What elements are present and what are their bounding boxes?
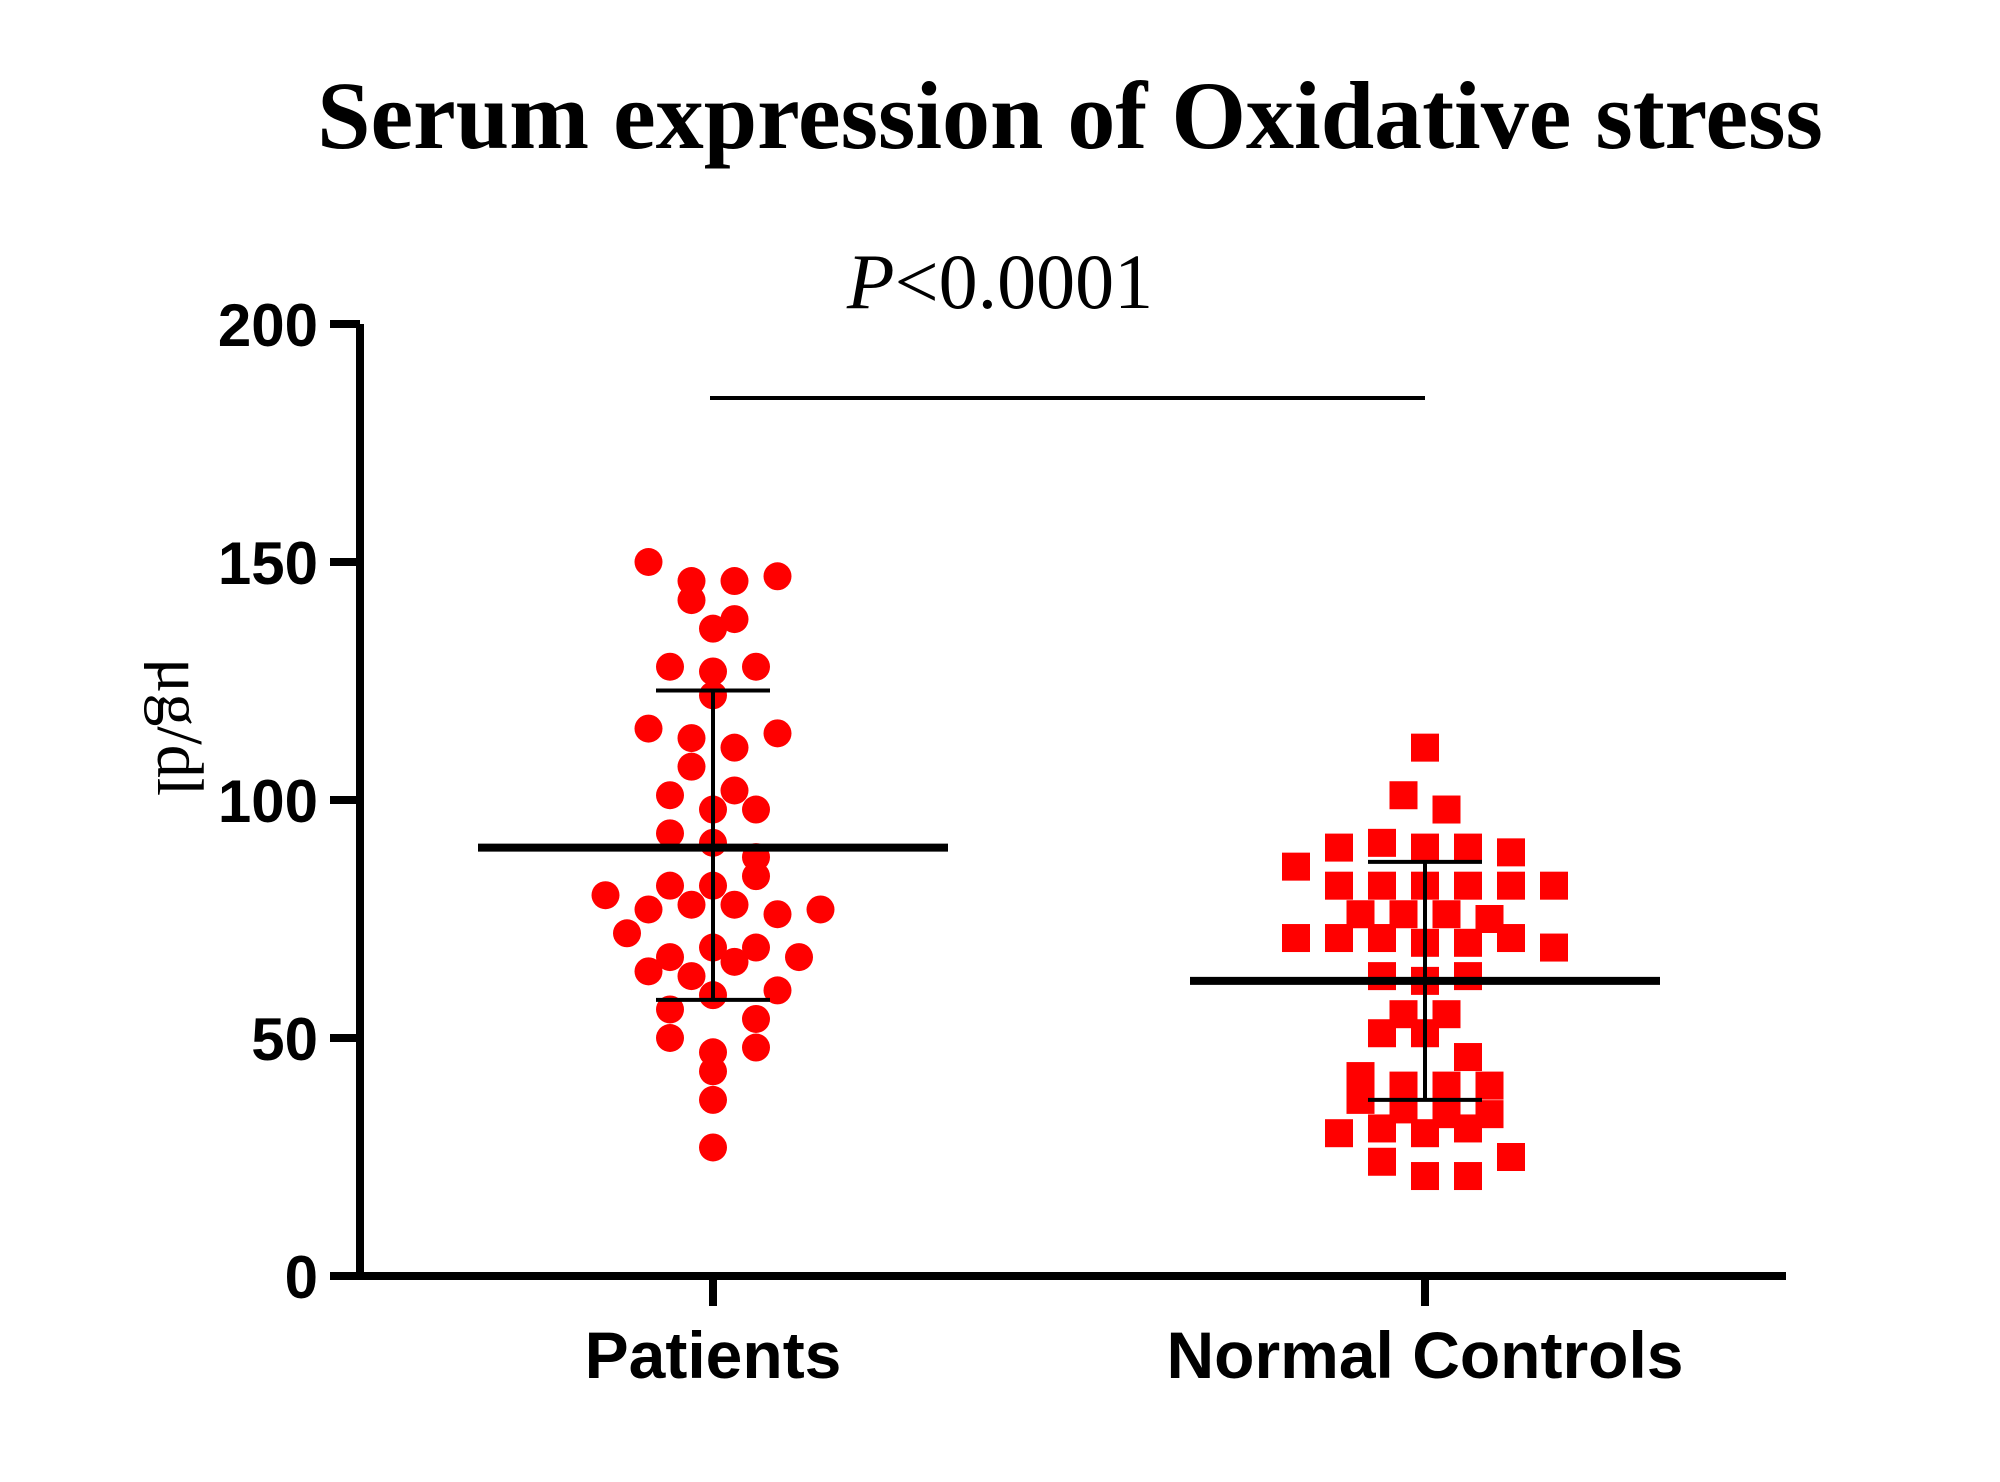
patient-point bbox=[656, 781, 684, 810]
patient-point bbox=[699, 1133, 727, 1162]
patient-point bbox=[656, 1024, 684, 1052]
control-point bbox=[1454, 928, 1482, 957]
control-point bbox=[1389, 1071, 1418, 1100]
patient-point bbox=[742, 933, 770, 962]
control-point bbox=[1432, 1000, 1461, 1029]
control-point bbox=[1540, 871, 1568, 900]
patient-point bbox=[656, 652, 684, 681]
control-point bbox=[1432, 1100, 1461, 1129]
control-point bbox=[1368, 962, 1396, 991]
y-ticks-layer: 0 50 100 150 200 bbox=[218, 292, 360, 1311]
patient-point bbox=[699, 1085, 727, 1114]
control-point bbox=[1454, 962, 1482, 991]
summary-layer bbox=[478, 688, 1660, 1102]
y-tick-label: 0 bbox=[285, 1244, 318, 1311]
patient-point bbox=[785, 943, 813, 972]
patient-point bbox=[656, 995, 684, 1024]
patient-point bbox=[806, 895, 835, 924]
patient-point bbox=[591, 881, 620, 910]
patient-point bbox=[656, 871, 684, 900]
y-axis-label: μg/dl bbox=[143, 658, 216, 796]
control-point bbox=[1497, 1143, 1525, 1171]
control-point bbox=[1497, 871, 1525, 900]
control-point bbox=[1325, 871, 1353, 900]
control-point bbox=[1432, 1071, 1461, 1100]
control-point bbox=[1454, 833, 1482, 862]
patient-point bbox=[763, 562, 792, 591]
control-point bbox=[1346, 1062, 1375, 1091]
control-point bbox=[1411, 833, 1439, 862]
patient-point bbox=[720, 733, 749, 762]
control-point bbox=[1368, 1147, 1396, 1176]
x-category-label: Patients bbox=[585, 1318, 842, 1392]
control-point bbox=[1475, 1100, 1504, 1129]
patient-point bbox=[677, 890, 706, 919]
control-point bbox=[1411, 1162, 1439, 1191]
control-point bbox=[1432, 900, 1461, 929]
x-category-label: Normal Controls bbox=[1166, 1318, 1683, 1392]
control-point bbox=[1389, 1000, 1418, 1029]
chart-title: Serum expression of Oxidative stress bbox=[317, 62, 1823, 169]
patient-point bbox=[699, 614, 727, 643]
control-point bbox=[1454, 1162, 1482, 1191]
control-point bbox=[1475, 1071, 1504, 1100]
y-tick-label: 150 bbox=[218, 530, 318, 597]
control-point bbox=[1325, 833, 1353, 862]
patient-point bbox=[634, 895, 663, 924]
y-tick-label: 100 bbox=[218, 768, 318, 835]
y-tick-label: 50 bbox=[251, 1006, 318, 1073]
patient-point bbox=[763, 900, 792, 929]
control-point bbox=[1282, 852, 1310, 881]
patient-point bbox=[742, 1033, 770, 1062]
patient-point bbox=[677, 724, 706, 753]
control-point bbox=[1411, 733, 1439, 762]
patient-point bbox=[634, 714, 663, 743]
patient-point bbox=[742, 795, 770, 824]
patient-point bbox=[677, 962, 706, 991]
control-point bbox=[1389, 900, 1418, 929]
control-point bbox=[1432, 795, 1461, 824]
control-point bbox=[1368, 871, 1396, 900]
p-value-text: <0.0001 bbox=[895, 238, 1154, 325]
control-point bbox=[1454, 871, 1482, 900]
x-ticks-layer: Patients Normal Controls bbox=[585, 1276, 1684, 1392]
points-layer bbox=[591, 548, 1568, 1191]
patient-point bbox=[720, 947, 749, 976]
patient-point bbox=[613, 919, 641, 948]
control-point bbox=[1368, 828, 1396, 857]
patient-point bbox=[699, 657, 727, 686]
patient-point bbox=[699, 1038, 727, 1067]
control-point bbox=[1346, 900, 1375, 929]
control-point bbox=[1497, 838, 1525, 867]
control-point bbox=[1325, 924, 1353, 953]
control-point bbox=[1368, 924, 1396, 953]
patient-point bbox=[763, 976, 792, 1005]
p-value-annotation: P<0.0001 bbox=[846, 238, 1153, 325]
patient-point bbox=[656, 819, 684, 848]
patient-point bbox=[720, 567, 749, 596]
patient-point bbox=[763, 719, 792, 748]
control-point bbox=[1282, 924, 1310, 953]
patient-point bbox=[677, 752, 706, 781]
control-point bbox=[1475, 905, 1504, 933]
patient-point bbox=[677, 567, 706, 596]
patient-point bbox=[656, 943, 684, 972]
patient-point bbox=[634, 548, 663, 576]
y-tick-label: 200 bbox=[218, 292, 318, 359]
control-point bbox=[1325, 1119, 1353, 1148]
patient-point bbox=[634, 957, 663, 986]
patient-point bbox=[720, 776, 749, 805]
patient-point bbox=[742, 1004, 770, 1033]
control-point bbox=[1454, 1043, 1482, 1072]
patient-point bbox=[720, 890, 749, 919]
p-value-prefix: P bbox=[846, 238, 895, 325]
control-point bbox=[1540, 933, 1568, 962]
control-point bbox=[1389, 781, 1418, 810]
patient-point bbox=[720, 605, 749, 634]
patient-point bbox=[742, 652, 770, 681]
